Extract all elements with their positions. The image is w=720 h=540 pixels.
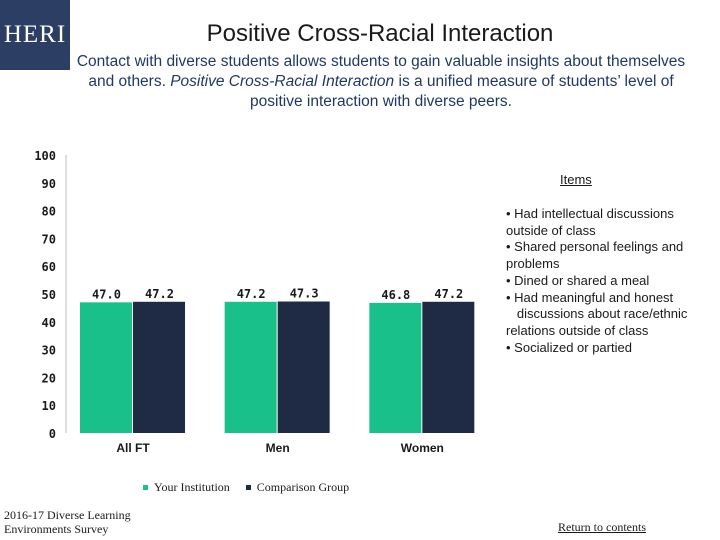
return-to-contents-link[interactable]: Return to contents — [558, 520, 646, 534]
y-tick-label: 0 — [49, 427, 56, 441]
subtitle-italic: Positive Cross-Racial Interaction — [170, 73, 395, 90]
data-label: 47.2 — [145, 287, 174, 301]
legend-label-comparison-group: Comparison Group — [256, 480, 350, 494]
item-2: • Shared personal feelings and problems — [506, 239, 687, 272]
items-list: • Had intellectual discussions outside o… — [506, 206, 712, 356]
x-tick-label: Women — [401, 441, 444, 455]
data-label: 46.8 — [381, 288, 410, 302]
bar-comparison-group — [133, 301, 185, 433]
item-6: • Socialized or partied — [506, 339, 632, 355]
bar-your-institution — [369, 302, 422, 433]
item-3: • Dined or shared a meal — [506, 272, 650, 288]
source-note: 2016-17 Diverse Learning Environments Su… — [4, 508, 131, 536]
logo-text: HERI — [3, 21, 67, 48]
y-tick-label: 90 — [42, 177, 56, 191]
legend-swatch-comparison-group — [245, 485, 251, 490]
item-4: • Had meaningful and honest — [506, 289, 674, 305]
bar-your-institution — [80, 302, 132, 433]
y-tick-label: 10 — [42, 399, 56, 413]
subtitle-part2: is a unified measure of students’ level … — [250, 73, 674, 110]
y-tick-label: 20 — [42, 371, 56, 385]
item-5: discussions about race/ethnic relations … — [506, 306, 692, 338]
item-1: • Had intellectual discussions outside o… — [506, 206, 678, 238]
page-title: Positive Cross-Racial Interaction — [206, 20, 554, 47]
heri-logo: HERI — [0, 0, 70, 70]
legend-swatch-your-institution — [143, 485, 148, 490]
items-title: Items — [560, 172, 592, 187]
bar-comparison-group — [422, 301, 475, 433]
y-tick-label: 100 — [34, 149, 56, 163]
legend-item-comparison-group: Comparison Group — [245, 480, 350, 495]
data-label: 47.2 — [237, 287, 266, 301]
bar-comparison-group — [277, 301, 330, 433]
data-label: 47.3 — [290, 287, 319, 301]
chart-legend: Your Institution Comparison Group — [143, 480, 365, 495]
subtitle-part1: Contact with diverse students allows stu… — [76, 53, 686, 90]
y-tick-label: 50 — [42, 288, 56, 302]
x-tick-label: Men — [266, 441, 290, 455]
y-tick-label: 80 — [42, 205, 56, 219]
y-tick-label: 70 — [42, 232, 56, 246]
page-subtitle: Contact with diverse students allows stu… — [66, 52, 696, 112]
x-tick-label: All FT — [116, 441, 150, 455]
y-tick-label: 60 — [42, 260, 56, 274]
data-label: 47.2 — [434, 287, 463, 301]
data-label: 47.0 — [92, 287, 121, 301]
y-tick-label: 40 — [42, 316, 56, 330]
legend-item-your-institution: Your Institution — [143, 480, 230, 495]
y-tick-label: 30 — [42, 344, 56, 358]
legend-label-your-institution: Your Institution — [154, 480, 230, 494]
bar-your-institution — [224, 301, 277, 433]
